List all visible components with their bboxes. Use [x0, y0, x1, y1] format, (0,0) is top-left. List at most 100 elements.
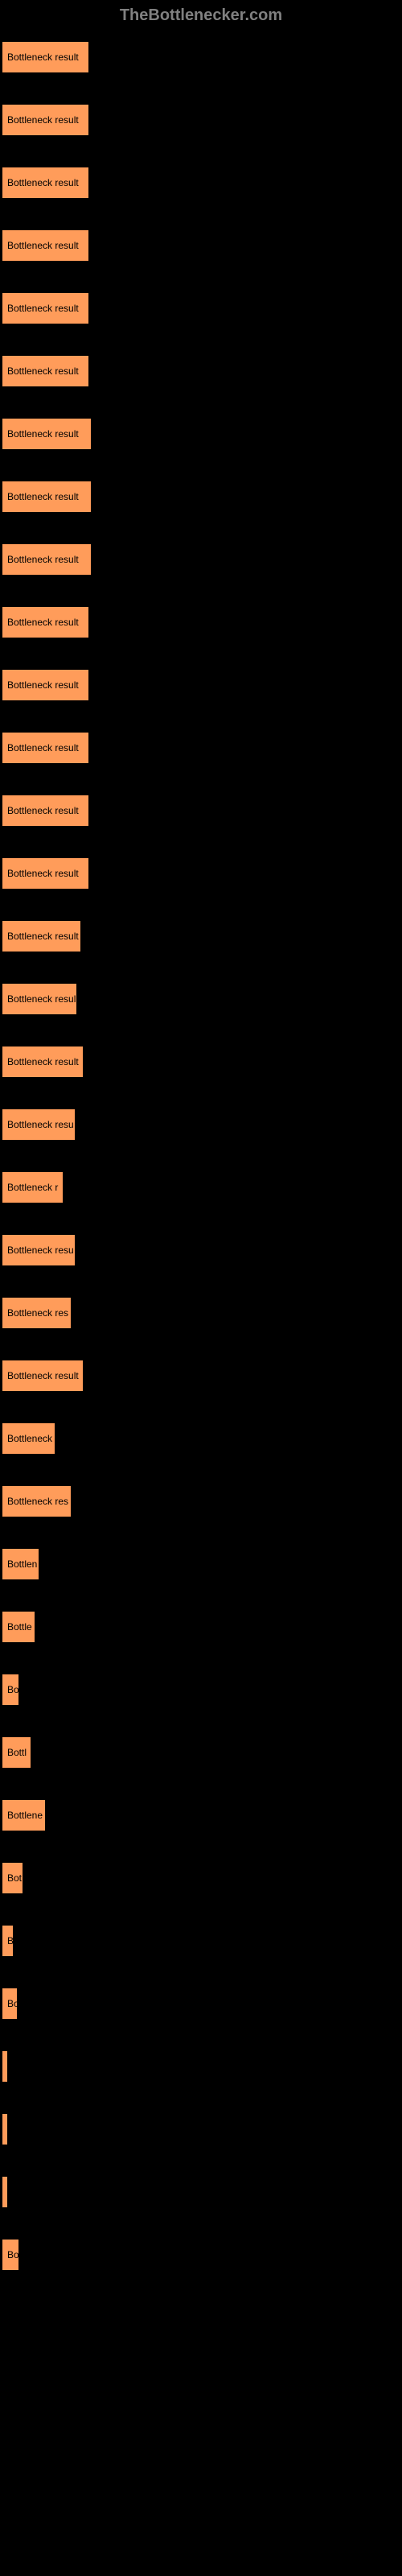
- bar: Bottleneck result: [2, 606, 89, 638]
- bar: Bo: [2, 2239, 19, 2271]
- bar: Bottl: [2, 1736, 31, 1769]
- bar-label: Bottleneck result: [7, 554, 79, 565]
- bar-label: Bottleneck result: [7, 742, 79, 753]
- bar-row: Bot: [2, 1862, 402, 1894]
- bar-label: Bottleneck resu: [7, 1245, 74, 1256]
- bar-label: Bottleneck result: [7, 491, 79, 502]
- bar-label: Bottleneck result: [7, 679, 79, 691]
- bar-label: Bot: [7, 1872, 22, 1884]
- bar-label: Bottleneck resu: [7, 1119, 74, 1130]
- bar: Bottleneck result: [2, 795, 89, 827]
- bar-row: Bottleneck result: [2, 481, 402, 513]
- bar-row: Bottleneck r: [2, 1171, 402, 1203]
- bar: Bo: [2, 1988, 18, 2020]
- bar-row: Bo: [2, 2239, 402, 2271]
- bar-label: Bo: [7, 2249, 19, 2260]
- bar: Bottleneck res: [2, 1297, 72, 1329]
- bar-row: Bottle: [2, 1611, 402, 1643]
- bar-label: B: [7, 1935, 14, 1946]
- bar-label: Bottle: [7, 1621, 32, 1633]
- bar-row: Bottleneck result: [2, 732, 402, 764]
- bar-row: Bottleneck resu: [2, 1108, 402, 1141]
- bar-row: Bottleneck result: [2, 41, 402, 73]
- bar-label: Bo: [7, 1998, 18, 2009]
- bar: Bottleneck result: [2, 104, 89, 136]
- bar: Bottlene: [2, 1799, 46, 1831]
- bar: Bottleneck result: [2, 1046, 84, 1078]
- bar-label: Bottlen: [7, 1558, 37, 1570]
- bar: Bottleneck result: [2, 669, 89, 701]
- bar: Bottleneck result: [2, 481, 92, 513]
- bar: Bottleneck result: [2, 1360, 84, 1392]
- bar-label: Bottleneck resul: [7, 993, 76, 1005]
- bar-row: Bottleneck result: [2, 229, 402, 262]
- bar: Bottleneck result: [2, 229, 89, 262]
- bar-row: Bottleneck result: [2, 669, 402, 701]
- bar: Bottleneck resu: [2, 1108, 76, 1141]
- bar-row: Bottleneck result: [2, 920, 402, 952]
- bar-row: Bottleneck result: [2, 606, 402, 638]
- bar-label: Bottlene: [7, 1810, 43, 1821]
- bar-row: Bottleneck result: [2, 795, 402, 827]
- bar-row: Bottleneck res: [2, 1297, 402, 1329]
- bar-label: Bottleneck r: [7, 1182, 58, 1193]
- site-title: TheBottlenecker.com: [120, 6, 282, 24]
- bar-row: Bottleneck result: [2, 355, 402, 387]
- bar-label: Bottleneck result: [7, 177, 79, 188]
- site-header: TheBottlenecker.com: [0, 0, 402, 41]
- bar-label: Bottleneck result: [7, 1056, 79, 1067]
- bar-label: Bottleneck res: [7, 1496, 68, 1507]
- bar-row: Bottleneck res: [2, 1485, 402, 1517]
- bar-row: Bottleneck: [2, 1422, 402, 1455]
- bar-label: Bottleneck result: [7, 617, 79, 628]
- bar-label: Bottleneck result: [7, 428, 79, 440]
- bar: Bottleneck result: [2, 41, 89, 73]
- bar-row: Bo: [2, 1674, 402, 1706]
- bar-label: Bottleneck res: [7, 1307, 68, 1319]
- bar-row: [2, 2113, 402, 2145]
- bar-label: Bottleneck result: [7, 114, 79, 126]
- bar-label: Bo: [7, 1684, 19, 1695]
- bar: Bottleneck resu: [2, 1234, 76, 1266]
- bar-row: Bottleneck resu: [2, 1234, 402, 1266]
- bar: Bottleneck result: [2, 857, 89, 890]
- bar-row: B: [2, 1925, 402, 1957]
- bar-row: Bottleneck result: [2, 543, 402, 576]
- bar: Bottleneck result: [2, 543, 92, 576]
- bar: Bottleneck resul: [2, 983, 77, 1015]
- bar-chart: Bottleneck result Bottleneck result Bottle…: [0, 41, 402, 2271]
- bar-row: Bottlen: [2, 1548, 402, 1580]
- bar: Bottle: [2, 1611, 35, 1643]
- bar-row: [2, 2176, 402, 2208]
- bar-label: Bottleneck result: [7, 868, 79, 879]
- bar-row: Bottleneck result: [2, 1046, 402, 1078]
- bar: Bottleneck result: [2, 355, 89, 387]
- bar-row: Bottleneck result: [2, 418, 402, 450]
- bar-row: Bottleneck result: [2, 292, 402, 324]
- bar: Bottleneck res: [2, 1485, 72, 1517]
- bar: Bo: [2, 1674, 19, 1706]
- bar-row: Bottleneck resul: [2, 983, 402, 1015]
- bar: Bottlen: [2, 1548, 39, 1580]
- bar: Bottleneck result: [2, 167, 89, 199]
- bar-row: Bo: [2, 1988, 402, 2020]
- bar: Bot: [2, 1862, 23, 1894]
- bar-label: Bottleneck result: [7, 365, 79, 377]
- bar: [2, 2113, 8, 2145]
- bar-label: Bottleneck result: [7, 931, 79, 942]
- bar: [2, 2176, 8, 2208]
- bar-row: Bottl: [2, 1736, 402, 1769]
- bar-label: Bottleneck result: [7, 240, 79, 251]
- bar: Bottleneck result: [2, 920, 81, 952]
- bar: Bottleneck: [2, 1422, 55, 1455]
- bar-label: Bottleneck result: [7, 303, 79, 314]
- bar: B: [2, 1925, 14, 1957]
- bar-row: [2, 2050, 402, 2083]
- bar-row: Bottleneck result: [2, 104, 402, 136]
- bar-label: Bottleneck result: [7, 1370, 79, 1381]
- bar: Bottleneck r: [2, 1171, 64, 1203]
- bar-row: Bottleneck result: [2, 1360, 402, 1392]
- bar-row: Bottleneck result: [2, 857, 402, 890]
- bar: Bottleneck result: [2, 418, 92, 450]
- bar-row: Bottlene: [2, 1799, 402, 1831]
